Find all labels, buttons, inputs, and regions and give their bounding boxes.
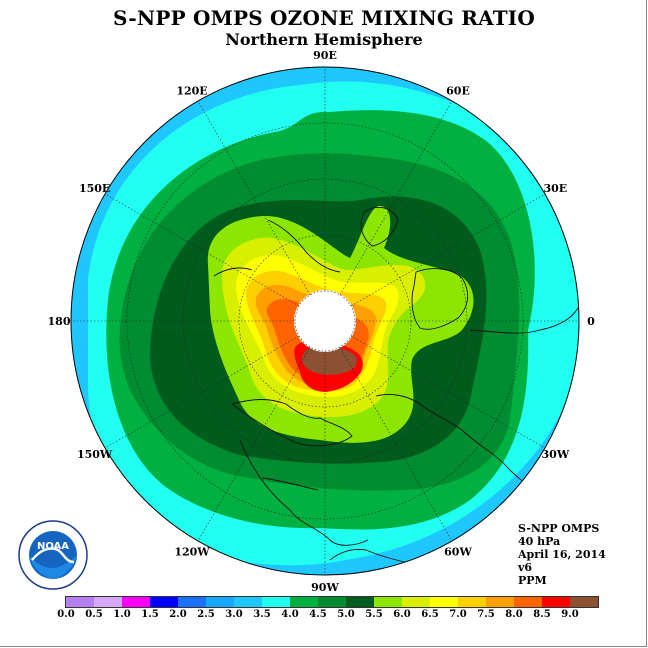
longitude-meridians — [71, 67, 579, 575]
colorbar-swatch — [346, 597, 374, 607]
instrument-label: S-NPP OMPS — [518, 522, 600, 535]
colorbar-tick-label: 7.0 — [449, 609, 467, 620]
colorbar-swatch — [94, 597, 122, 607]
colorbar-swatch — [262, 597, 290, 607]
colorbar-tick-label: 1.5 — [141, 609, 159, 620]
coastlines — [213, 206, 579, 565]
colorbar-swatch — [122, 597, 150, 607]
colorbar-swatch — [458, 597, 486, 607]
longitude-label: 30E — [544, 182, 568, 195]
map-subtitle: Northern Hemisphere — [225, 30, 423, 49]
colorbar-tick-label: 7.5 — [477, 609, 495, 620]
meridian-line — [339, 346, 453, 542]
colorbar-swatch — [402, 597, 430, 607]
colorbar-swatch — [234, 597, 262, 607]
colorbar-swatch — [318, 597, 346, 607]
colorbar-tick-label: 0.5 — [85, 609, 103, 620]
longitude-label: 150W — [77, 448, 113, 461]
colorbar-tick-label: 6.0 — [393, 609, 411, 620]
colorbar-swatch — [570, 597, 598, 607]
longitude-label: 30W — [542, 448, 570, 461]
meridian-line — [104, 335, 300, 449]
longitude-label: 120E — [176, 85, 207, 98]
longitude-label: 90W — [311, 581, 339, 594]
longitude-label: 150E — [79, 182, 110, 195]
map-title: S-NPP OMPS OZONE MIXING RATIO — [113, 6, 535, 30]
colorbar-tick-label: 6.5 — [421, 609, 439, 620]
meridian-line — [197, 346, 311, 542]
colorbar-tick-label: 9.0 — [561, 609, 579, 620]
longitude-label: 60E — [446, 85, 470, 98]
colorbar-tick-label: 5.0 — [337, 609, 355, 620]
colorbar-tick-label: 2.0 — [169, 609, 187, 620]
map-boundary — [70, 66, 580, 576]
date-label: April 16, 2014 — [518, 548, 606, 561]
colorbar-swatch — [178, 597, 206, 607]
longitude-labels: 90E 60E 30E 0 30W 60W 90W 120W 150W 180 150E 120E — [48, 49, 596, 594]
longitude-label: 180 — [48, 315, 71, 328]
meridian-line — [350, 335, 546, 449]
colorbar-tick-label: 8.5 — [533, 609, 551, 620]
longitude-label: 60W — [444, 545, 472, 558]
info-block: S-NPP OMPS 40 hPa April 16, 2014 v6 PPM — [518, 522, 606, 587]
meridian-line — [339, 100, 453, 296]
colorbar-swatch — [290, 597, 318, 607]
ozone-field — [71, 67, 579, 575]
colorbar — [65, 596, 599, 608]
colorbar-swatch — [66, 597, 94, 607]
polar-no-data-cap — [294, 290, 356, 352]
colorbar-tick-label: 3.0 — [225, 609, 243, 620]
colorbar-ticks: 0.0 0.5 1.0 1.5 2.0 2.5 3.0 3.5 4.0 4.5 5.0 5.5 6.0 6… — [0, 609, 648, 623]
colorbar-swatch — [150, 597, 178, 607]
colorbar-tick-label: 0.0 — [57, 609, 75, 620]
longitude-label: 90E — [313, 49, 337, 62]
meridian-line — [350, 193, 546, 307]
colorbar-swatch — [206, 597, 234, 607]
version-label: v6 — [518, 561, 533, 574]
contour-9.0 — [301, 346, 357, 375]
colorbar-tick-label: 2.5 — [197, 609, 215, 620]
colorbar-tick-label: 8.0 — [505, 609, 523, 620]
colorbar-tick-label: 4.5 — [309, 609, 327, 620]
colorbar-tick-label: 1.0 — [113, 609, 131, 620]
longitude-label: 120W — [174, 545, 210, 558]
colorbar-tick-label: 4.0 — [281, 609, 299, 620]
colorbar-swatch — [374, 597, 402, 607]
colorbar-swatch — [514, 597, 542, 607]
colorbar-tick-label: 5.5 — [365, 609, 383, 620]
meridian-line — [104, 193, 300, 307]
longitude-label: 0 — [587, 315, 595, 328]
colorbar-tick-label: 3.5 — [253, 609, 271, 620]
meridian-line — [197, 100, 311, 296]
pressure-label: 40 hPa — [518, 535, 561, 548]
colorbar-swatch — [486, 597, 514, 607]
colorbar-swatch — [430, 597, 458, 607]
logo-text: NOAA — [37, 541, 69, 552]
units-label: PPM — [518, 574, 547, 587]
noaa-logo: NOAA — [18, 520, 88, 590]
colorbar-swatch — [542, 597, 570, 607]
